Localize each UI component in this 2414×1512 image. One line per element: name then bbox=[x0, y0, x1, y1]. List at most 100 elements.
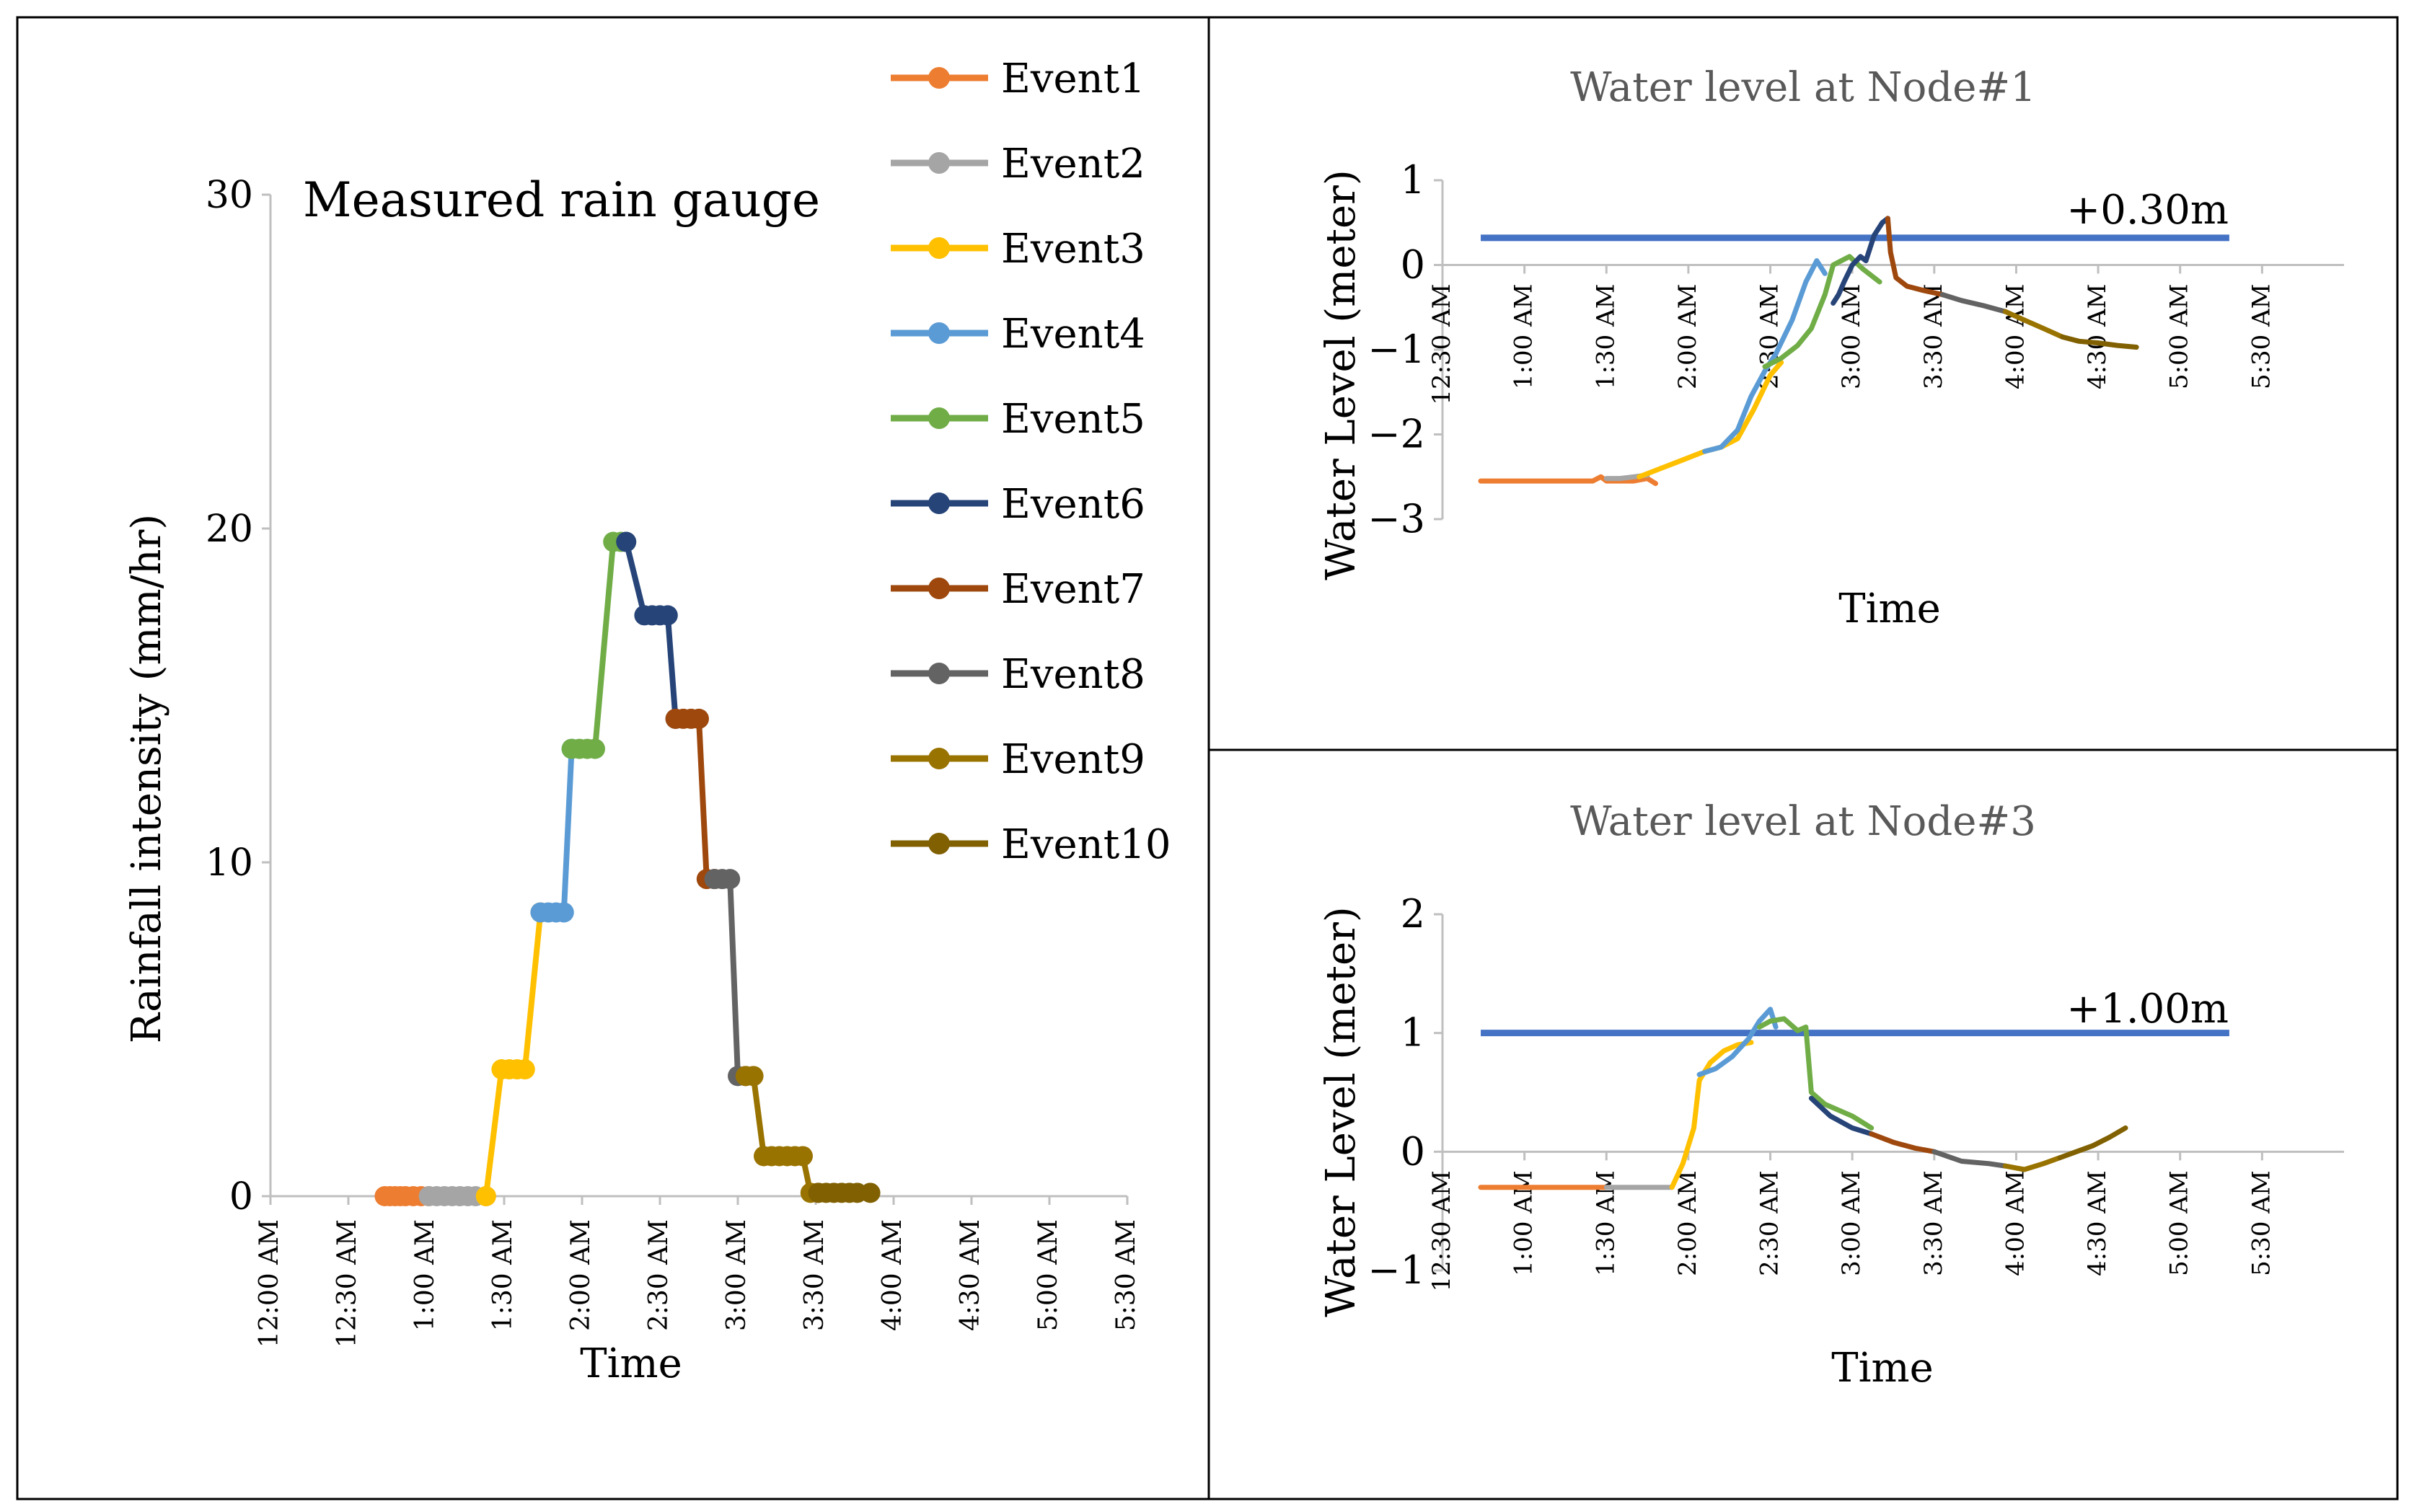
series-event8 bbox=[704, 869, 756, 1087]
x-tick-label: 5:30 AM bbox=[1111, 1219, 1141, 1331]
series-line-event6 bbox=[1808, 1095, 1875, 1137]
x-tick-label: 5:00 AM bbox=[2165, 284, 2194, 390]
x-tick-label: 5:30 AM bbox=[2247, 1170, 2276, 1276]
y-tick-label: −3 bbox=[1367, 496, 1425, 541]
series-event9 bbox=[2002, 1155, 2063, 1172]
legend-label: Event8 bbox=[1001, 651, 1145, 698]
series-event10 bbox=[2060, 334, 2139, 350]
y-tick-label: −2 bbox=[1367, 412, 1425, 457]
x-tick-label: 2:00 AM bbox=[566, 1219, 596, 1331]
legend-swatch-marker bbox=[928, 833, 950, 854]
y-tick-label: −1 bbox=[1367, 327, 1425, 372]
rain-chart: Measured rain gauge Rainfall intensity (… bbox=[123, 56, 1171, 1387]
series-line-event8 bbox=[1931, 1149, 2008, 1169]
chart-title: Water level at Node#3 bbox=[1570, 798, 2036, 845]
data-point bbox=[657, 605, 678, 626]
x-tick-label: 3:00 AM bbox=[1837, 1170, 1866, 1276]
legend-swatch-marker bbox=[928, 152, 950, 174]
x-tick-label: 2:30 AM bbox=[644, 1219, 674, 1331]
x-tick-label: 3:30 AM bbox=[1919, 1170, 1948, 1276]
series-line-event3 bbox=[1669, 1040, 1754, 1190]
series-line-event1 bbox=[1478, 474, 1658, 487]
legend-label: Event1 bbox=[1001, 56, 1145, 102]
x-tick-label: 3:00 AM bbox=[1837, 284, 1866, 390]
x-tick-label: 4:30 AM bbox=[956, 1219, 985, 1331]
series-event4 bbox=[1696, 1007, 1779, 1077]
series-line-event4 bbox=[1696, 1007, 1779, 1077]
legend-swatch-marker bbox=[928, 322, 950, 344]
panel-borders bbox=[16, 16, 2399, 1500]
x-tick-label: 5:00 AM bbox=[1034, 1219, 1063, 1331]
y-tick-label: 1 bbox=[1401, 157, 1425, 203]
series-line-event6 bbox=[623, 539, 679, 722]
chart-title: Water level at Node#1 bbox=[1570, 64, 2036, 111]
y-axis-label: Water Level (meter) bbox=[1318, 169, 1365, 580]
series-line-event4 bbox=[537, 746, 575, 916]
legend-label: Event6 bbox=[1001, 481, 1145, 528]
x-tick-label: 12:00 AM bbox=[255, 1219, 284, 1348]
data-point bbox=[475, 1186, 496, 1206]
x-tick-label: 5:00 AM bbox=[2165, 1170, 2194, 1276]
data-point bbox=[860, 1182, 881, 1203]
series-event9 bbox=[2002, 309, 2066, 340]
legend-label: Event10 bbox=[1001, 821, 1171, 868]
x-axis-label: Time bbox=[1838, 585, 1941, 632]
legend-swatch-marker bbox=[928, 407, 950, 429]
series-group bbox=[374, 531, 881, 1206]
series-line-event8 bbox=[1939, 292, 2008, 314]
series-event6 bbox=[1808, 1095, 1875, 1137]
data-point bbox=[553, 902, 574, 923]
x-tick-label: 4:00 AM bbox=[2001, 284, 2030, 390]
series-line-event5 bbox=[1756, 1016, 1875, 1131]
series-line-event8 bbox=[711, 876, 749, 1079]
y-tick-label: 30 bbox=[206, 174, 253, 217]
series-event7 bbox=[1869, 1131, 1937, 1154]
y-tick-label: −1 bbox=[1367, 1247, 1425, 1293]
data-point bbox=[720, 869, 741, 890]
series-line-event9 bbox=[742, 1073, 821, 1196]
y-tick-label: 0 bbox=[1401, 242, 1425, 288]
series-event9 bbox=[735, 1066, 829, 1203]
x-tick-label: 1:30 AM bbox=[488, 1219, 518, 1331]
x-tick-label: 3:30 AM bbox=[1919, 284, 1948, 390]
y-axis-label: Rainfall intensity (mm/hr) bbox=[123, 514, 170, 1043]
x-tick-label: 3:30 AM bbox=[800, 1219, 829, 1331]
series-event8 bbox=[1931, 1149, 2008, 1169]
series-line-event9 bbox=[2002, 1155, 2063, 1172]
legend-swatch-marker bbox=[928, 492, 950, 514]
series-event3 bbox=[1669, 1040, 1754, 1190]
x-axis-label: Time bbox=[580, 1340, 682, 1387]
legend-label: Event5 bbox=[1001, 396, 1145, 443]
data-point bbox=[689, 708, 709, 729]
series-event4 bbox=[530, 738, 582, 923]
data-point bbox=[743, 1066, 764, 1087]
y-tick-label: 0 bbox=[1401, 1128, 1425, 1174]
series-line-event7 bbox=[1869, 1131, 1937, 1154]
series-line-event5 bbox=[568, 539, 630, 752]
y-tick-label: 10 bbox=[206, 841, 253, 885]
legend-swatch-marker bbox=[928, 67, 950, 89]
legend-swatch-marker bbox=[928, 663, 950, 684]
axes: −3 −2 −1 0 1 12:30 AM 1:00 AM 1:30 AM 2:00 AM 2:3… bbox=[1367, 157, 2344, 541]
x-tick-label: 12:30 AM bbox=[1427, 1170, 1456, 1291]
series-group bbox=[1478, 1007, 2128, 1190]
threshold-label: +0.30m bbox=[2066, 187, 2229, 234]
legend-label: Event4 bbox=[1001, 311, 1145, 358]
threshold-label: +1.00m bbox=[2066, 986, 2229, 1033]
series-event7 bbox=[665, 708, 725, 890]
series-event1 bbox=[1478, 474, 1658, 487]
series-event5 bbox=[1756, 1016, 1875, 1131]
axes: 0 10 20 30 12:00 AM 12:30 AM 1:00 AM 1:30 AM 2:0… bbox=[206, 174, 1141, 1348]
x-tick-label: 3:00 AM bbox=[722, 1219, 752, 1331]
y-tick-label: 1 bbox=[1401, 1010, 1425, 1056]
series-event10 bbox=[808, 1182, 881, 1203]
data-point bbox=[514, 1059, 535, 1080]
series-line-event7 bbox=[672, 715, 718, 883]
x-tick-label: 12:30 AM bbox=[332, 1219, 362, 1348]
legend-label: Event9 bbox=[1001, 736, 1145, 783]
node1-chart: Water level at Node#1 Water Level (meter… bbox=[1318, 64, 2344, 632]
series-line-event9 bbox=[2002, 309, 2066, 340]
